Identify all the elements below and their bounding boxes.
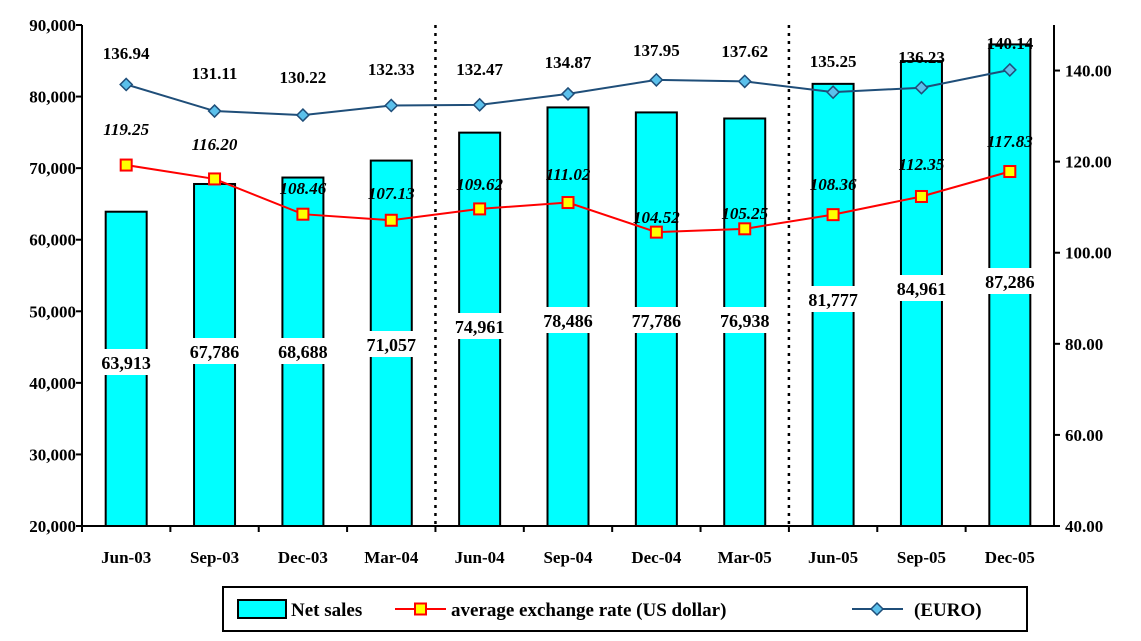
legend-label-usd: average exchange rate (US dollar)	[451, 600, 726, 621]
usd-value-label-Jun-03: 119.25	[103, 120, 149, 139]
usd-point-Mar-05	[739, 223, 750, 234]
y-left-tick-label: 20,000	[29, 517, 76, 536]
euro-point-Jun-03	[120, 78, 132, 90]
bar-value-label-Jun-03: 63,913	[101, 353, 151, 373]
usd-point-Dec-03	[297, 209, 308, 220]
usd-value-label-Dec-04: 104.52	[633, 208, 680, 227]
euro-value-label-Dec-03: 130.22	[280, 68, 327, 87]
x-tick-label-Jun-03: Jun-03	[101, 548, 151, 567]
usd-point-Jun-05	[828, 209, 839, 220]
legend-swatch-net-sales	[238, 600, 286, 618]
y-left-tick-label: 40,000	[29, 374, 76, 393]
x-tick-label-Mar-05: Mar-05	[718, 548, 772, 567]
x-tick-label-Dec-03: Dec-03	[278, 548, 328, 567]
x-tick-label-Dec-05: Dec-05	[985, 548, 1035, 567]
usd-point-Jun-03	[121, 160, 132, 171]
y-left-tick-label: 80,000	[29, 88, 76, 107]
usd-point-Dec-04	[651, 227, 662, 238]
usd-value-label-Jun-05: 108.36	[810, 175, 857, 194]
y-right-tick-label: 60.00	[1065, 426, 1103, 445]
bar-value-label-Jun-04: 74,961	[455, 317, 505, 337]
x-tick-label-Sep-04: Sep-04	[543, 548, 593, 567]
bar-value-label-Dec-04: 77,786	[632, 311, 682, 331]
usd-value-label-Jun-04: 109.62	[456, 175, 503, 194]
y-right-tick-label: 120.00	[1065, 153, 1112, 172]
bar-value-label-Sep-05: 84,961	[897, 279, 947, 299]
bar-value-label-Sep-03: 67,786	[190, 342, 240, 362]
y-left-tick-label: 70,000	[29, 159, 76, 178]
bar-value-label-Mar-04: 71,057	[367, 335, 417, 355]
x-tick-label-Sep-03: Sep-03	[190, 548, 239, 567]
euro-value-label-Jun-03: 136.94	[103, 44, 150, 63]
x-tick-label-Jun-05: Jun-05	[808, 548, 858, 567]
usd-value-label-Dec-05: 117.83	[987, 132, 1033, 151]
legend-marker-usd	[415, 604, 426, 615]
bar-value-label-Dec-03: 68,688	[278, 342, 328, 362]
euro-value-label-Dec-05: 140.14	[986, 34, 1033, 53]
bar-value-label-Dec-05: 87,286	[985, 272, 1035, 292]
y-left-tick-label: 60,000	[29, 231, 76, 250]
euro-point-Dec-03	[297, 109, 309, 121]
y-left-tick-label: 90,000	[29, 16, 76, 35]
euro-point-Jun-04	[474, 99, 486, 111]
euro-value-label-Jun-05: 135.25	[810, 52, 857, 71]
x-tick-label-Sep-05: Sep-05	[897, 548, 946, 567]
usd-value-label-Sep-05: 112.35	[899, 155, 945, 174]
usd-point-Sep-04	[563, 197, 574, 208]
euro-point-Mar-04	[385, 99, 397, 111]
legend-label-euro: (EURO)	[914, 600, 982, 621]
usd-value-label-Dec-03: 108.46	[280, 179, 327, 198]
euro-value-label-Mar-04: 132.33	[368, 60, 415, 79]
usd-point-Mar-04	[386, 215, 397, 226]
bar-value-label-Sep-04: 78,486	[543, 311, 593, 331]
legend: Net sales average exchange rate (US dolla…	[223, 587, 1027, 631]
usd-point-Sep-05	[916, 191, 927, 202]
euro-value-label-Dec-04: 137.95	[633, 41, 680, 60]
y-left-tick-label: 30,000	[29, 445, 76, 464]
usd-point-Dec-05	[1004, 166, 1015, 177]
euro-value-label-Sep-03: 131.11	[192, 64, 238, 83]
euro-point-Mar-05	[739, 75, 751, 87]
y-right-tick-label: 100.00	[1065, 244, 1112, 263]
bar-value-label-Mar-05: 76,938	[720, 311, 770, 331]
usd-value-label-Sep-03: 116.20	[192, 135, 238, 154]
usd-value-label-Sep-04: 111.02	[546, 165, 591, 184]
euro-value-label-Sep-05: 136.23	[898, 48, 945, 67]
legend-label-net-sales: Net sales	[291, 600, 362, 621]
euro-point-Sep-04	[562, 88, 574, 100]
y-right-tick-label: 80.00	[1065, 335, 1103, 354]
euro-point-Dec-04	[650, 74, 662, 86]
usd-point-Sep-03	[209, 173, 220, 184]
euro-value-label-Mar-05: 137.62	[721, 42, 768, 61]
euro-point-Sep-03	[209, 105, 221, 117]
y-right-tick-label: 140.00	[1065, 62, 1112, 81]
euro-value-label-Jun-04: 132.47	[456, 60, 503, 79]
y-left-tick-label: 50,000	[29, 302, 76, 321]
x-tick-label-Jun-04: Jun-04	[455, 548, 506, 567]
usd-value-label-Mar-04: 107.13	[368, 184, 415, 203]
usd-point-Jun-04	[474, 203, 485, 214]
x-tick-label-Dec-04: Dec-04	[631, 548, 682, 567]
usd-value-label-Mar-05: 105.25	[721, 204, 768, 223]
euro-value-label-Sep-04: 134.87	[545, 53, 592, 72]
x-tick-label-Mar-04: Mar-04	[364, 548, 419, 567]
bar-value-label-Jun-05: 81,777	[808, 290, 858, 310]
y-right-tick-label: 40.00	[1065, 517, 1103, 536]
